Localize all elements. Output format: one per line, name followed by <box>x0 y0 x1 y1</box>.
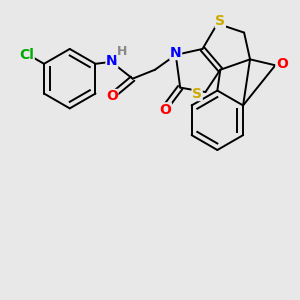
Text: H: H <box>117 45 128 58</box>
Text: Cl: Cl <box>19 48 34 62</box>
Text: N: N <box>106 54 118 68</box>
Text: O: O <box>159 103 171 117</box>
Text: O: O <box>106 89 118 103</box>
Text: S: S <box>215 14 225 28</box>
Text: S: S <box>192 86 202 100</box>
Text: N: N <box>170 46 182 59</box>
Text: O: O <box>276 57 288 71</box>
